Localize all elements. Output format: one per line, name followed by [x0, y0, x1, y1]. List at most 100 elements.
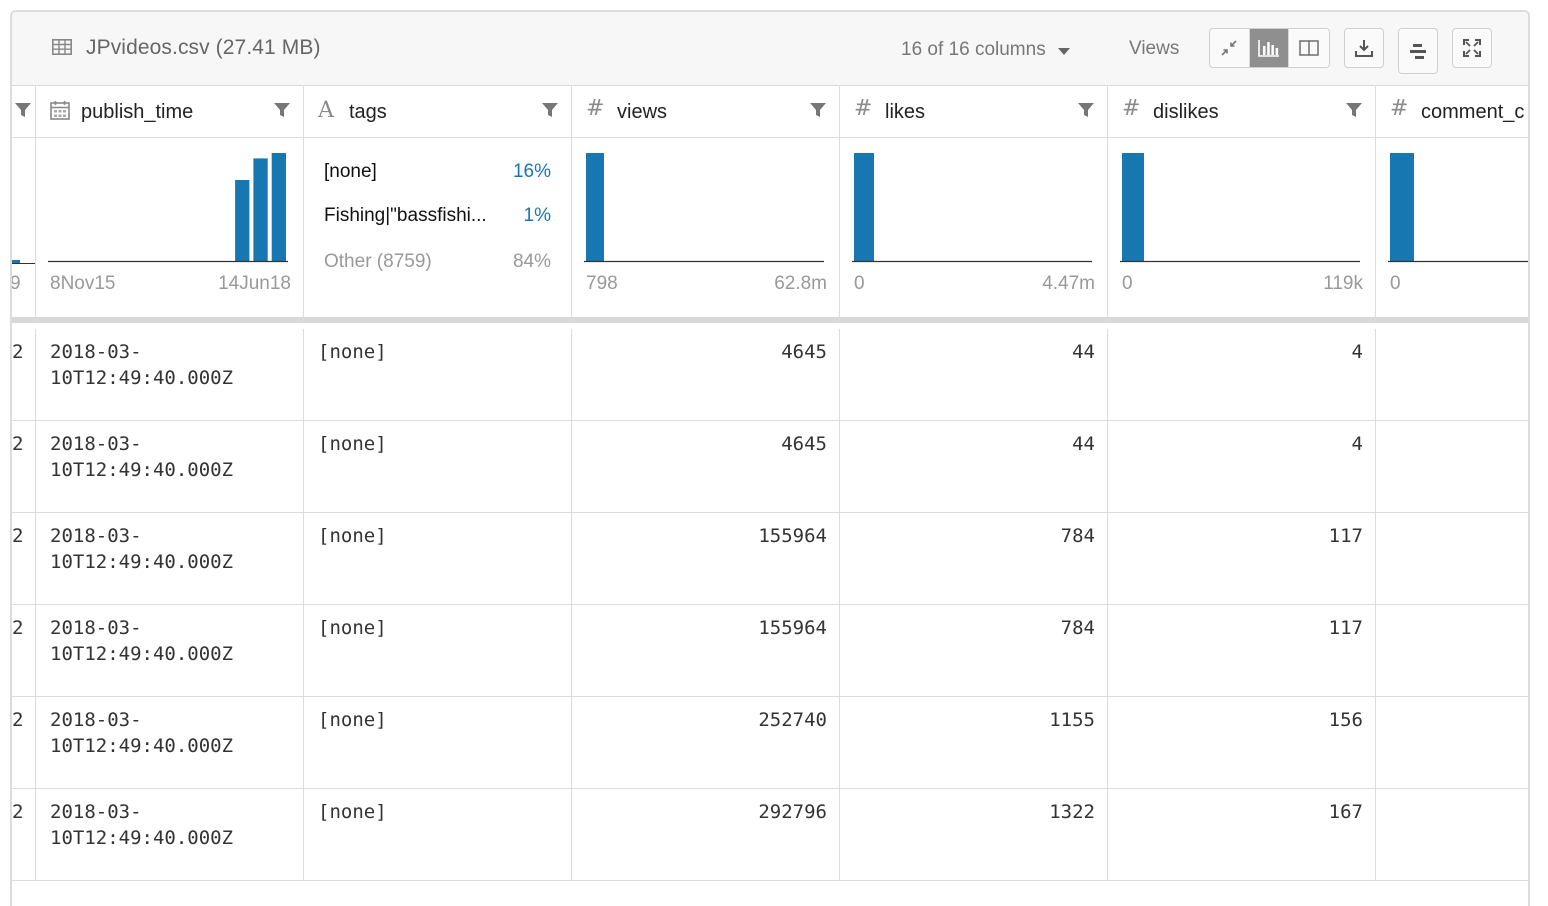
split-view-button[interactable]	[1289, 29, 1329, 67]
filter-icon[interactable]	[274, 103, 290, 117]
table-cell-views[interactable]: 252740	[572, 697, 840, 789]
summary-comment-count[interactable]: 0	[1376, 138, 1530, 323]
table-row[interactable]: 2 2018-03- 10T12:49:40.000Z [none] 252740 11…	[12, 697, 1528, 789]
table-cell-publish-time[interactable]: 2018-03- 10T12:49:40.000Z	[36, 697, 304, 789]
summary-row: 9 8Nov15 14Jun18 [none] 16% Fishing|"bas…	[12, 138, 1528, 323]
table-cell-publish-time[interactable]: 2018-03- 10T12:49:40.000Z	[36, 329, 304, 421]
category-percent: 16%	[512, 161, 551, 182]
table-cell-publish-time[interactable]: 2018-03- 10T12:49:40.000Z	[36, 513, 304, 605]
cell-value: 2	[12, 433, 24, 455]
column-header-dislikes[interactable]: # dislikes	[1108, 86, 1376, 138]
table-cell-views[interactable]: 155964	[572, 605, 840, 697]
category-row[interactable]: [none] 16%	[324, 161, 551, 183]
column-name: comment_c	[1421, 101, 1525, 123]
table-cell-publish-time[interactable]: 2018-03- 10T12:49:40.000Z	[36, 789, 304, 881]
table-row[interactable]: 2 2018-03- 10T12:49:40.000Z [none] 292796 13…	[12, 789, 1528, 881]
table-cell-edge[interactable]: 2	[12, 421, 36, 513]
table-cell-likes[interactable]: 784	[840, 605, 1108, 697]
table-cell-comment-c[interactable]	[1376, 329, 1528, 421]
histogram-dislikes[interactable]	[1120, 150, 1360, 265]
table-cell-tags[interactable]: [none]	[304, 605, 572, 697]
filter-icon[interactable]	[542, 103, 558, 117]
filter-icon[interactable]	[15, 103, 31, 117]
cell-value: 2	[12, 617, 24, 639]
cell-value: 4	[1351, 433, 1363, 455]
category-row[interactable]: Fishing|"bassfishi... 1%	[324, 205, 551, 227]
column-header-views[interactable]: # views	[572, 86, 840, 138]
cell-value: 2018-03- 10T12:49:40.000Z	[50, 525, 234, 573]
number-type-icon: #	[854, 96, 873, 121]
table-cell-likes[interactable]: 784	[840, 513, 1108, 605]
table-cell-edge[interactable]: 2	[12, 697, 36, 789]
table-cell-dislikes[interactable]: 167	[1108, 789, 1376, 881]
category-percent: 84%	[512, 251, 551, 272]
histogram-views[interactable]	[584, 150, 824, 265]
axis-min: 9	[12, 273, 21, 295]
summary-views[interactable]: 798 62.8m	[572, 138, 840, 323]
fullscreen-button[interactable]	[1452, 28, 1492, 68]
table-cell-tags[interactable]: [none]	[304, 513, 572, 605]
filter-icon[interactable]	[1346, 103, 1362, 117]
category-row-other[interactable]: Other (8759) 84%	[324, 251, 551, 273]
column-header-tags[interactable]: A tags	[304, 86, 572, 138]
histogram-publish-time[interactable]	[48, 150, 288, 265]
download-button[interactable]	[1344, 28, 1384, 68]
settings-button[interactable]	[1398, 28, 1438, 74]
table-cell-edge[interactable]: 2	[12, 789, 36, 881]
table-cell-likes[interactable]: 44	[840, 329, 1108, 421]
cell-value: 252740	[758, 709, 827, 731]
table-cell-edge[interactable]: 2	[12, 329, 36, 421]
table-cell-likes[interactable]: 1322	[840, 789, 1108, 881]
number-type-icon: #	[1390, 96, 1409, 121]
table-row[interactable]: 2 2018-03- 10T12:49:40.000Z [none] 4645 44 4	[12, 421, 1528, 513]
histogram-bar	[12, 260, 20, 263]
compact-view-button[interactable]	[1210, 29, 1250, 67]
table-cell-dislikes[interactable]: 117	[1108, 513, 1376, 605]
column-header-publish-time[interactable]: publish_time	[36, 86, 304, 138]
column-name: tags	[349, 101, 387, 123]
table-cell-comment-c[interactable]	[1376, 605, 1528, 697]
table-cell-tags[interactable]: [none]	[304, 329, 572, 421]
cell-value: 155964	[758, 525, 827, 547]
summary-likes[interactable]: 0 4.47m	[840, 138, 1108, 323]
table-cell-publish-time[interactable]: 2018-03- 10T12:49:40.000Z	[36, 605, 304, 697]
table-cell-views[interactable]: 4645	[572, 421, 840, 513]
axis-min: 0	[854, 273, 865, 294]
table-cell-edge[interactable]: 2	[12, 513, 36, 605]
table-row[interactable]: 2 2018-03- 10T12:49:40.000Z [none] 155964 78…	[12, 605, 1528, 697]
table-cell-comment-c[interactable]	[1376, 697, 1528, 789]
table-cell-tags[interactable]: [none]	[304, 789, 572, 881]
table-cell-views[interactable]: 292796	[572, 789, 840, 881]
columns-select[interactable]: 16 of 16 columns	[901, 39, 1070, 61]
table-cell-edge[interactable]: 2	[12, 605, 36, 697]
filter-icon[interactable]	[810, 103, 826, 117]
histogram-view-button[interactable]	[1249, 29, 1290, 67]
cell-value: [none]	[318, 617, 387, 639]
table-cell-comment-c[interactable]	[1376, 421, 1528, 513]
table-cell-publish-time[interactable]: 2018-03- 10T12:49:40.000Z	[36, 421, 304, 513]
table-cell-likes[interactable]: 1155	[840, 697, 1108, 789]
table-cell-dislikes[interactable]: 117	[1108, 605, 1376, 697]
column-header-comment-count[interactable]: # comment_c	[1376, 86, 1528, 138]
table-cell-comment-c[interactable]	[1376, 513, 1528, 605]
table-cell-comment-c[interactable]	[1376, 789, 1528, 881]
summary-publish-time[interactable]: 8Nov15 14Jun18	[36, 138, 304, 323]
column-header-edge[interactable]	[12, 86, 36, 138]
histogram-comment-count[interactable]	[1388, 150, 1530, 265]
table-cell-dislikes[interactable]: 156	[1108, 697, 1376, 789]
table-row[interactable]: 2 2018-03- 10T12:49:40.000Z [none] 155964 78…	[12, 513, 1528, 605]
histogram-likes[interactable]	[852, 150, 1092, 265]
table-row[interactable]: 2 2018-03- 10T12:49:40.000Z [none] 4645 44 4	[12, 329, 1528, 421]
table-cell-tags[interactable]: [none]	[304, 697, 572, 789]
filter-icon[interactable]	[1078, 103, 1094, 117]
summary-dislikes[interactable]: 0 119k	[1108, 138, 1376, 323]
view-toggle-group	[1209, 28, 1330, 68]
table-cell-likes[interactable]: 44	[840, 421, 1108, 513]
table-cell-dislikes[interactable]: 4	[1108, 421, 1376, 513]
column-header-likes[interactable]: # likes	[840, 86, 1108, 138]
table-cell-tags[interactable]: [none]	[304, 421, 572, 513]
table-cell-dislikes[interactable]: 4	[1108, 329, 1376, 421]
cell-value: 2	[12, 341, 24, 363]
table-cell-views[interactable]: 4645	[572, 329, 840, 421]
table-cell-views[interactable]: 155964	[572, 513, 840, 605]
